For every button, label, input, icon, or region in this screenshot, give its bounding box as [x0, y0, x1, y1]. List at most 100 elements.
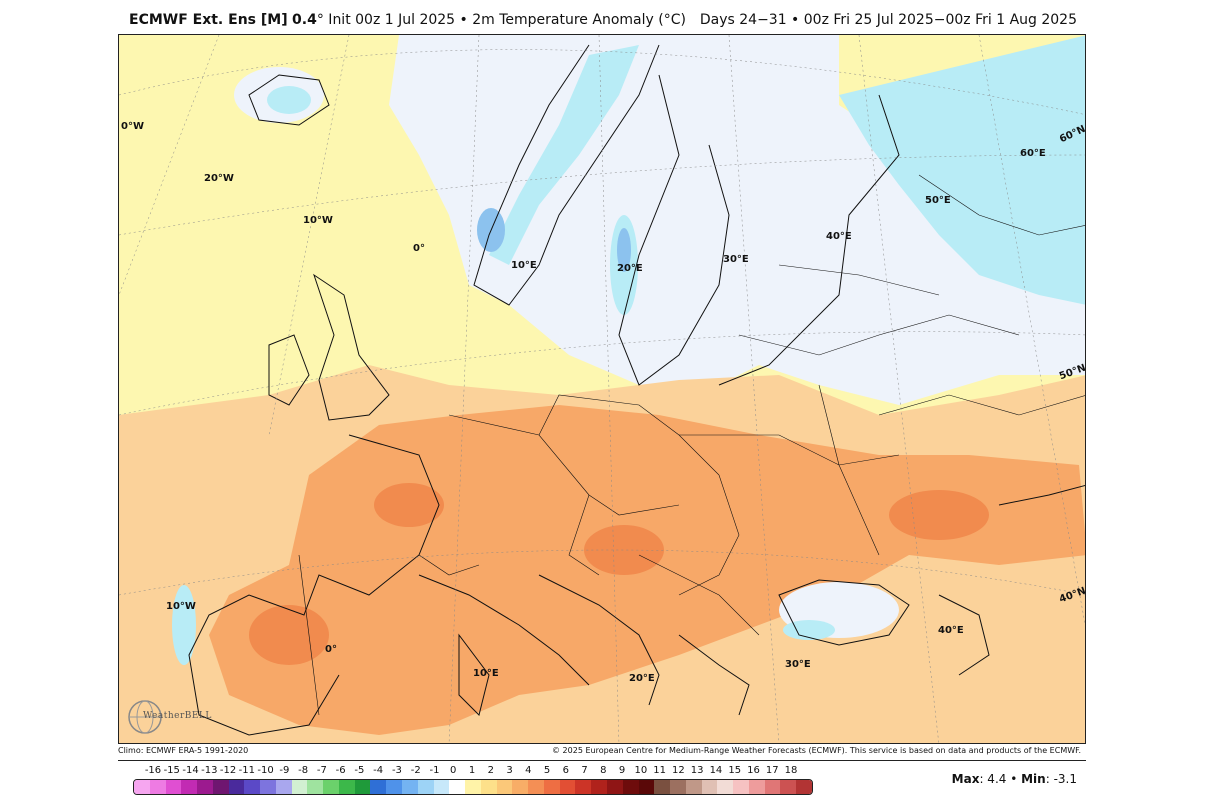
colorbar-swatch: [717, 780, 734, 794]
weatherbell-logo: WeatherBELL: [125, 695, 211, 737]
ecmwf-credit: © 2025 European Centre for Medium-Range …: [552, 746, 1081, 755]
map-title: ECMWF Ext. Ens [M] 0.4° Init 00z 1 Jul 2…: [129, 12, 686, 28]
colorbar-swatch: [323, 780, 339, 794]
lon-label: 30°E: [785, 659, 811, 670]
min-label: Min: [1021, 772, 1046, 786]
colorbar-tick-label: 4: [525, 765, 532, 776]
colorbar-swatch: [307, 780, 324, 794]
colorbar-labels: -16 -15 -14 -13 -12 -11 -10 -9 -8 -7 -6 -5 -4 -3 -2 -1 0…: [133, 765, 811, 777]
colorbar-tick-label: 3: [506, 765, 513, 776]
separator-line: [118, 760, 1086, 761]
lon-label: 20°E: [617, 263, 643, 274]
lon-label: 20°E: [629, 673, 655, 684]
coastlines: [188, 44, 1085, 736]
climo-credit: Climo: ECMWF ERA-5 1991-2020: [118, 746, 249, 755]
ukraine-hotspot: [889, 490, 989, 540]
colorbar-tick-label: -7: [316, 765, 327, 776]
colorbar-tick-label: 1: [468, 765, 476, 776]
colorbar-swatch: [433, 780, 450, 794]
colorbar-swatch: [402, 780, 418, 794]
colorbar-tick-label: 6: [562, 765, 569, 776]
colorbar-swatch: [197, 780, 213, 794]
iberia-hotspot: [249, 605, 329, 665]
colorbar-swatch: [528, 780, 544, 794]
colorbar-swatch: [181, 780, 198, 794]
colorbar-swatch: [670, 780, 686, 794]
colorbar-tick-label: 8: [600, 765, 607, 776]
colorbar-swatch: [260, 780, 276, 794]
colorbar-swatch: [622, 780, 639, 794]
colorbar-swatch: [338, 780, 355, 794]
colorbar-swatch: [149, 780, 166, 794]
colorbar-tick-label: 15: [728, 765, 742, 776]
bothnia-cold: [617, 228, 631, 272]
colorbar-tick-label: -5: [354, 765, 365, 776]
graticule: [119, 35, 1085, 743]
colorbar-swatch: [165, 780, 182, 794]
lon-label: 10°W: [166, 601, 196, 612]
norway-blue: [489, 45, 639, 265]
lon-label: 30°E: [723, 254, 749, 265]
lon-label: 60°E: [1020, 148, 1046, 159]
colorbar-tick-label: -15: [163, 765, 180, 776]
colorbar-tick-label: -11: [238, 765, 255, 776]
iceland-cold: [267, 86, 311, 114]
colorbar-tick-label: 12: [672, 765, 685, 776]
colorbar-tick-label: -6: [335, 765, 346, 776]
colorbar-swatch: [291, 780, 308, 794]
colorbar-tick-label: -2: [410, 765, 421, 776]
colorbar-swatch: [654, 780, 671, 794]
borders: [298, 174, 1085, 716]
colorbar-swatch: [465, 780, 481, 794]
colorbar-tick-label: 14: [709, 765, 723, 776]
lon-label: 10°E: [473, 668, 499, 679]
colorbar-swatch: [559, 780, 576, 794]
colorbar-swatch: [212, 780, 229, 794]
colorbar-swatch: [780, 780, 797, 794]
colorbar-tick-label: -13: [201, 765, 218, 776]
colorbar-tick-label: -8: [298, 765, 309, 776]
max-value: : 4.4 •: [979, 772, 1022, 786]
colorbar-swatch: [417, 780, 434, 794]
colorbar-tick-label: 7: [581, 765, 588, 776]
colorbar-tick-label: -9: [279, 765, 290, 776]
hungary-hotspot: [584, 525, 664, 575]
colorbar-tick-label: 13: [690, 765, 704, 776]
valid-period: Days 24−31 • 00z Fri 25 Jul 2025−00z Fri…: [699, 12, 1077, 28]
colorbar-swatch: [244, 780, 261, 794]
colorbar-tick-label: 17: [765, 765, 779, 776]
portugal-coast: [172, 585, 196, 665]
colorbar-tick-label: 11: [653, 765, 667, 776]
logo-globe-icon: [128, 700, 162, 734]
colorbar-swatch: [228, 780, 245, 794]
lon-label: 50°E: [925, 195, 951, 206]
colorbar-swatch: [764, 780, 781, 794]
colorbar-swatch: [606, 780, 623, 794]
lon-label: 40°E: [938, 625, 964, 636]
anomaly-map: 0°W 20°W 10°W 0° 10°E 20°E 30°E 40°E 50°…: [118, 34, 1086, 744]
colorbar-tick-label: 0: [450, 765, 457, 776]
colorbar-swatch: [370, 780, 387, 794]
colorbar-tick-label: 5: [543, 765, 551, 776]
model-value: 0.4: [292, 12, 317, 28]
colorbar-swatch: [275, 780, 292, 794]
russia-cyan-region: [839, 35, 1085, 305]
colorbar-tick-label: -3: [391, 765, 402, 776]
colorbar: [133, 779, 813, 795]
colorbar-tick-label: -4: [373, 765, 384, 776]
colorbar-tick-label: 9: [618, 765, 626, 776]
colorbar-swatch: [386, 780, 403, 794]
black-sea-cool: [783, 620, 835, 640]
lon-label: 0°: [325, 644, 337, 655]
colorbar-swatch: [638, 780, 655, 794]
model-name: ECMWF Ext. Ens [M]: [129, 12, 288, 28]
colorbar-swatch: [496, 780, 513, 794]
colorbar-tick-label: 10: [634, 765, 648, 776]
logo-text: WeatherBELL: [143, 711, 212, 721]
colorbar-tick-label: -1: [429, 765, 440, 776]
colorbar-swatch: [748, 780, 765, 794]
colorbar-swatch: [480, 780, 497, 794]
colorbar-swatch: [134, 780, 150, 794]
max-label: Max: [951, 772, 980, 786]
lon-label: 0°W: [121, 121, 144, 132]
